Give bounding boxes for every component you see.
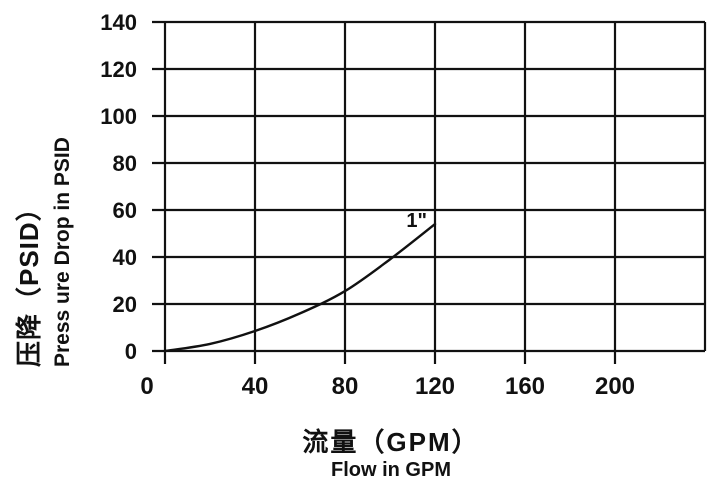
x-axis-title-cn: 流量（GPM） [302, 427, 480, 457]
y-tick-label: 120 [100, 57, 137, 82]
series-annotation: 1" [406, 210, 427, 232]
y-tick-label: 20 [113, 292, 137, 317]
x-tick-label: 40 [242, 373, 269, 400]
y-tick-label: 0 [125, 339, 137, 364]
x-tick-label: 120 [415, 373, 455, 400]
x-axis-title: 流量（GPM） Flow in GPM [165, 427, 617, 483]
series-curve [163, 222, 437, 353]
x-axis-title-en: Flow in GPM [331, 459, 451, 481]
y-tick-label: 100 [100, 104, 137, 129]
y-tick-label: 60 [113, 198, 137, 223]
y-tick-label: 80 [113, 151, 137, 176]
x-tick-label: 0 [140, 373, 153, 400]
x-tick-label: 80 [332, 373, 359, 400]
x-tick-label: 160 [505, 373, 545, 400]
y-tick-label: 40 [113, 245, 137, 270]
y-tick-label: 140 [100, 10, 137, 35]
x-tick-label: 200 [595, 373, 635, 400]
